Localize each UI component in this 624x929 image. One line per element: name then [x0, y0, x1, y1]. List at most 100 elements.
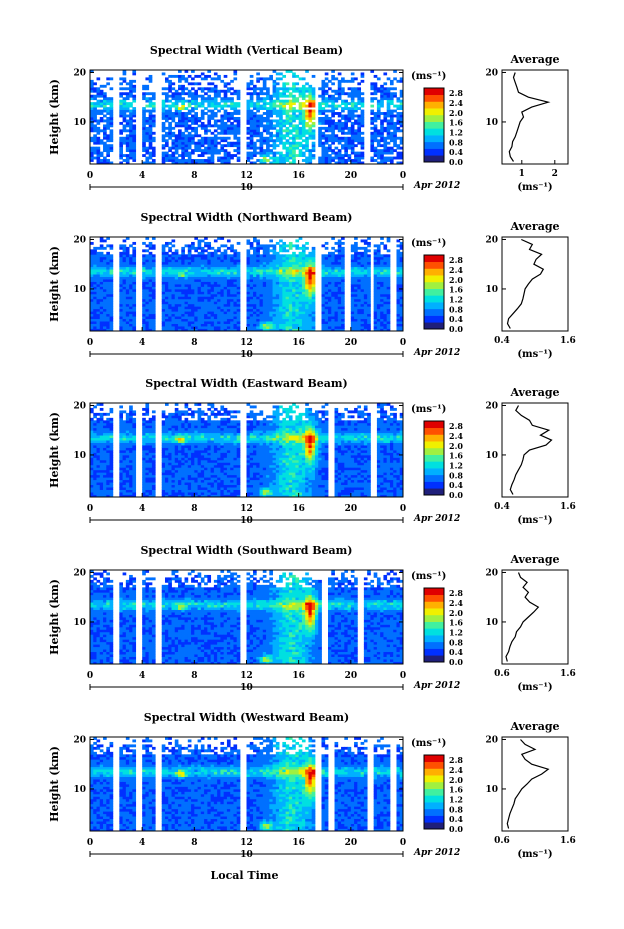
heatmap-cell	[282, 159, 287, 162]
heatmap-cell	[226, 276, 231, 280]
heatmap-cell	[210, 291, 215, 295]
heatmap-cell	[324, 301, 329, 305]
heatmap-cell	[298, 291, 303, 295]
heatmap-cell	[282, 328, 287, 332]
heatmap-cell	[106, 126, 110, 130]
heatmap-cell	[386, 114, 391, 118]
heatmap-cell	[357, 134, 362, 138]
heatmap-cell	[305, 316, 309, 320]
heatmap-cell	[178, 84, 182, 88]
heatmap-cell	[288, 288, 293, 292]
colorbar-unit: (ms⁻¹)	[411, 71, 446, 82]
heatmap-cell	[262, 119, 267, 123]
heatmap-cell	[171, 112, 176, 115]
heatmap-cell	[272, 284, 277, 287]
heatmap-cell	[171, 291, 176, 295]
heatmap-cell	[200, 126, 205, 130]
heatmap-cell	[132, 323, 137, 327]
heatmap-cell	[341, 293, 345, 297]
heatmap-cell	[269, 249, 273, 253]
heatmap-cell	[129, 87, 133, 91]
heatmap-cell	[213, 87, 218, 91]
heatmap-cell	[103, 293, 107, 297]
heatmap-cell	[132, 249, 137, 253]
heatmap-cell	[301, 266, 306, 270]
heatmap-cell	[217, 306, 221, 310]
heatmap-cell	[311, 328, 316, 332]
heatmap-cell	[370, 112, 375, 115]
heatmap-cell	[249, 271, 254, 275]
heatmap-cell	[129, 301, 133, 305]
heatmap-cell	[321, 102, 326, 106]
heatmap-cell	[376, 102, 381, 106]
heatmap-cell	[145, 244, 150, 248]
colorbar-swatch	[424, 135, 444, 143]
heatmap-cell	[295, 254, 300, 258]
heatmap-cell	[350, 313, 355, 317]
heatmap-cell	[256, 244, 260, 248]
heatmap-cell	[399, 266, 404, 270]
heatmap-cell	[341, 303, 345, 307]
heatmap-cell	[367, 256, 371, 260]
heatmap-cell	[337, 321, 342, 324]
heatmap-cell	[197, 259, 202, 263]
heatmap-cell	[334, 154, 339, 157]
heatmap-cell	[184, 328, 189, 332]
heatmap-cell	[148, 99, 153, 103]
heatmap-cell	[210, 154, 215, 157]
heatmap-cell	[321, 156, 326, 160]
heatmap-cell	[96, 246, 101, 250]
heatmap-cell	[275, 293, 280, 297]
heatmap-cell	[298, 149, 303, 153]
heatmap-cell	[311, 154, 316, 157]
heatmap-cell	[331, 271, 335, 275]
heatmap-cell	[275, 104, 280, 108]
heatmap-cell	[357, 151, 362, 155]
heatmap-cell	[350, 97, 355, 101]
heatmap-cell	[145, 321, 150, 324]
heatmap-cell	[122, 79, 127, 83]
heatmap-cell	[282, 249, 287, 253]
heatmap-cell	[132, 126, 137, 130]
heatmap-cell	[90, 114, 94, 118]
heatmap-cell	[168, 99, 172, 103]
heatmap-cell	[178, 107, 182, 110]
heatmap-cell	[341, 154, 345, 157]
heatmap-cell	[350, 114, 355, 118]
avg-frame	[501, 236, 569, 332]
heatmap-cell	[285, 288, 290, 292]
heatmap-cell	[90, 254, 94, 258]
heatmap-cell	[301, 112, 306, 115]
heatmap-cell	[334, 308, 339, 312]
heatmap-cell	[249, 136, 254, 140]
heatmap-cell	[122, 136, 127, 140]
heatmap-cell	[99, 161, 104, 165]
heatmap-cell	[266, 286, 270, 290]
heatmap-cell	[396, 316, 401, 320]
heatmap-cell	[197, 321, 202, 324]
heatmap-cell	[210, 97, 215, 101]
heatmap-cell	[311, 274, 316, 277]
heatmap-cell	[341, 121, 345, 125]
heatmap-cell	[171, 288, 176, 292]
heatmap-cell	[164, 112, 169, 115]
heatmap-cell	[93, 107, 97, 110]
heatmap-cell	[399, 94, 404, 98]
heatmap-cell	[246, 156, 251, 160]
heatmap-cell	[334, 146, 339, 150]
heatmap-cell	[380, 318, 384, 322]
heatmap-cell	[389, 131, 394, 135]
heatmap-cell	[109, 269, 114, 273]
heatmap-cell	[174, 321, 179, 324]
heatmap-cell	[350, 124, 355, 128]
heatmap-cell	[331, 316, 335, 320]
heatmap-cell	[282, 261, 287, 265]
heatmap-cell	[125, 303, 130, 307]
heatmap-cell	[269, 151, 273, 155]
heatmap-cell	[357, 266, 362, 270]
heatmap-cell	[148, 244, 153, 248]
heatmap-cell	[106, 154, 110, 157]
heatmap-cell	[246, 281, 251, 285]
heatmap-cell	[213, 284, 218, 287]
heatmap-cell	[301, 114, 306, 118]
